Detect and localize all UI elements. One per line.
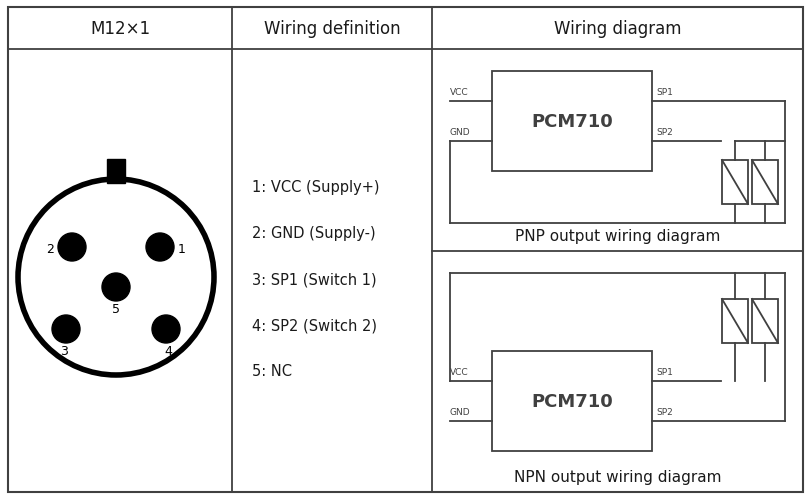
Text: VCC: VCC xyxy=(449,367,468,376)
Circle shape xyxy=(58,233,86,262)
Text: M12×1: M12×1 xyxy=(90,20,150,38)
Text: PCM710: PCM710 xyxy=(530,113,612,131)
Circle shape xyxy=(52,315,80,343)
Text: 2: GND (Supply-): 2: GND (Supply-) xyxy=(251,226,375,241)
Bar xyxy=(107,160,125,184)
Text: GND: GND xyxy=(449,128,470,137)
Text: NPN output wiring diagram: NPN output wiring diagram xyxy=(513,469,720,484)
Text: GND: GND xyxy=(449,407,470,416)
Bar xyxy=(751,300,777,343)
Text: Wiring definition: Wiring definition xyxy=(264,20,400,38)
Text: PCM710: PCM710 xyxy=(530,392,612,410)
Text: Wiring diagram: Wiring diagram xyxy=(553,20,680,38)
Bar xyxy=(491,72,651,172)
Bar xyxy=(491,351,651,451)
Bar xyxy=(751,161,777,204)
Text: 5: NC: 5: NC xyxy=(251,364,292,379)
Circle shape xyxy=(102,274,130,302)
Text: 1: VCC (Supply+): 1: VCC (Supply+) xyxy=(251,180,379,195)
Text: PNP output wiring diagram: PNP output wiring diagram xyxy=(514,228,719,243)
Text: SP2: SP2 xyxy=(655,407,672,416)
Text: 4: 4 xyxy=(164,345,172,358)
Text: SP2: SP2 xyxy=(655,128,672,137)
Text: SP1: SP1 xyxy=(655,88,672,97)
Text: 4: SP2 (Switch 2): 4: SP2 (Switch 2) xyxy=(251,318,376,333)
Text: 5: 5 xyxy=(112,303,120,316)
Text: SP1: SP1 xyxy=(655,367,672,376)
Text: VCC: VCC xyxy=(449,88,468,97)
Text: 3: SP1 (Switch 1): 3: SP1 (Switch 1) xyxy=(251,272,376,287)
Bar xyxy=(721,300,747,343)
Circle shape xyxy=(152,315,180,343)
Text: 1: 1 xyxy=(178,243,186,256)
Text: 3: 3 xyxy=(60,345,68,358)
Bar xyxy=(721,161,747,204)
Circle shape xyxy=(146,233,174,262)
Text: 2: 2 xyxy=(46,243,54,256)
